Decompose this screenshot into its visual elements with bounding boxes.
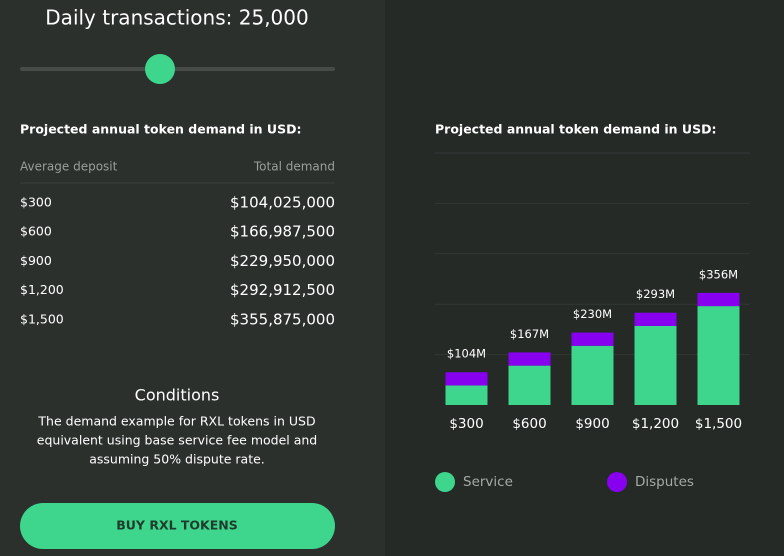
right-panel (385, 0, 784, 556)
bar-segment (508, 352, 551, 366)
left-panel (0, 0, 385, 556)
conditions-line: The demand example for RXL tokens in USD (37, 414, 315, 429)
legend-swatch (607, 472, 627, 492)
bar-total-label: $104M (447, 347, 486, 361)
legend-label: Disputes (635, 474, 694, 490)
conditions-line: equivalent using base service fee model … (37, 433, 317, 448)
bar-segment (634, 312, 677, 326)
bar-segment (445, 385, 488, 405)
row-deposit: $1,500 (20, 311, 64, 326)
bar-total-label: $293M (636, 287, 675, 301)
bar-segment (634, 325, 677, 405)
bar-total-label: $167M (510, 327, 549, 341)
x-tick-label: $1,500 (695, 416, 742, 432)
legend-swatch (435, 472, 455, 492)
row-deposit: $900 (20, 253, 52, 268)
bar-segment (445, 372, 488, 386)
row-deposit: $300 (20, 195, 52, 210)
row-demand: $292,912,500 (230, 281, 335, 299)
conditions-title: Conditions (135, 386, 220, 405)
row-deposit: $600 (20, 224, 52, 239)
row-demand: $166,987,500 (230, 223, 335, 241)
bar-total-label: $230M (573, 307, 612, 321)
bar-segment (697, 306, 740, 405)
x-tick-label: $300 (449, 416, 483, 432)
table-header: Average deposit (20, 160, 118, 174)
x-tick-label: $600 (512, 416, 546, 432)
slider-thumb[interactable] (145, 54, 175, 84)
table-body: $300 $104,025,000 $600 $166,987,500 $900 $229… (20, 194, 335, 329)
conditions-line: assuming 50% dispute rate. (89, 452, 265, 467)
bar-segment (571, 345, 614, 405)
table-header: Total demand (253, 160, 335, 174)
chart-title: Projected annual token demand in USD: (435, 122, 716, 137)
buy-button-label[interactable]: BUY RXL TOKENS (116, 518, 238, 533)
slider-label: Daily transactions: 25,000 (45, 6, 308, 30)
conditions-text: The demand example for RXL tokens in USD… (37, 414, 317, 467)
x-tick-label: $1,200 (632, 416, 679, 432)
bar-segment (508, 365, 551, 405)
x-tick-label: $900 (575, 416, 609, 432)
bar-segment (571, 332, 614, 346)
row-demand: $355,875,000 (230, 310, 335, 328)
row-deposit: $1,200 (20, 282, 64, 297)
row-demand: $104,025,000 (230, 194, 335, 212)
bar-segment (697, 292, 740, 307)
buy-button[interactable] (20, 503, 335, 549)
bar-total-label: $356M (699, 267, 738, 281)
table-title: Projected annual token demand in USD: (20, 122, 301, 137)
row-demand: $229,950,000 (230, 252, 335, 270)
chart: $104M $300 $167M $600 $230M $900 $293M $1,200 $3… (435, 152, 750, 492)
legend-label: Service (463, 474, 513, 490)
slider-track (20, 67, 335, 71)
